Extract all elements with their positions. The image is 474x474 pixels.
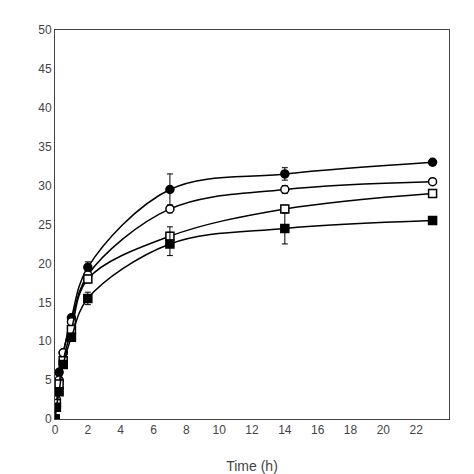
svg-text:50: 50 [38, 23, 52, 37]
svg-text:10: 10 [212, 423, 226, 437]
svg-text:8: 8 [183, 423, 190, 437]
svg-text:4: 4 [117, 423, 124, 437]
svg-text:35: 35 [38, 140, 52, 154]
svg-text:15: 15 [38, 296, 52, 310]
svg-text:14: 14 [278, 423, 292, 437]
svg-text:12: 12 [245, 423, 259, 437]
svg-text:10: 10 [38, 334, 52, 348]
svg-text:0: 0 [45, 412, 52, 426]
svg-text:5: 5 [45, 373, 52, 387]
svg-text:45: 45 [38, 62, 52, 76]
svg-text:18: 18 [344, 423, 358, 437]
svg-text:2: 2 [84, 423, 91, 437]
svg-text:30: 30 [38, 179, 52, 193]
svg-text:22: 22 [409, 423, 423, 437]
svg-text:20: 20 [377, 423, 391, 437]
svg-text:6: 6 [150, 423, 157, 437]
svg-text:40: 40 [38, 101, 52, 115]
svg-text:Time (h): Time (h) [226, 458, 278, 474]
svg-text:20: 20 [38, 257, 52, 271]
svg-text:16: 16 [311, 423, 325, 437]
svg-text:0: 0 [52, 423, 59, 437]
svg-text:25: 25 [38, 218, 52, 232]
